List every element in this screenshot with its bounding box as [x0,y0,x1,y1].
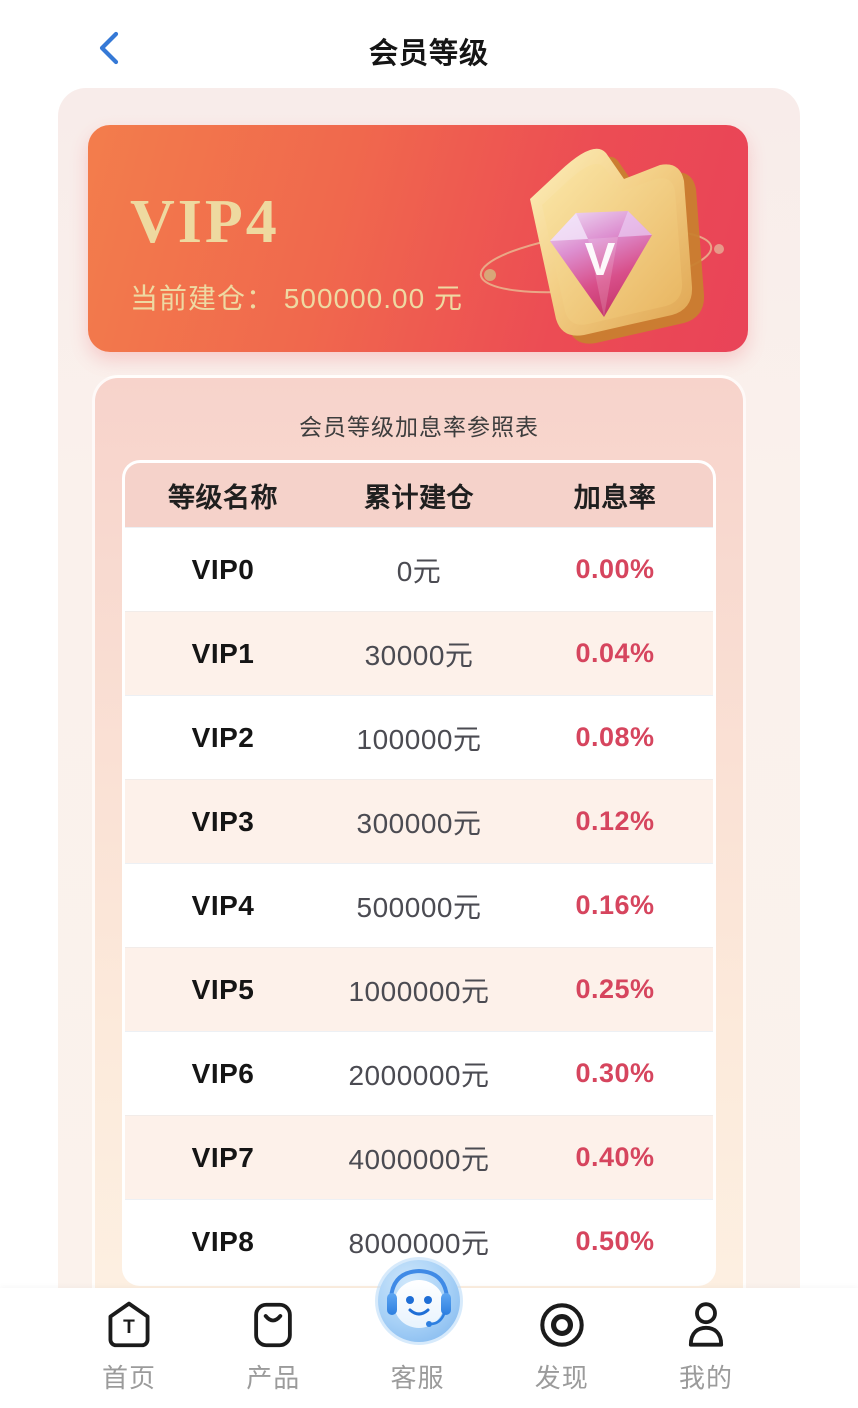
profile-icon [679,1298,733,1352]
content-panel: VIP4 当前建仓： 500000.00 元 [58,88,800,1408]
cell-level: VIP7 [191,1141,255,1173]
cell-rate: 0.00% [575,554,655,584]
page-title: 会员等级 [368,38,489,70]
svg-text:T: T [123,1317,135,1338]
rate-table-header: 等级名称 累计建仓 加息率 [125,463,713,527]
current-position-value: 500000.00 [283,283,426,314]
cell-level: VIP6 [191,1057,255,1089]
tab-products[interactable]: 产品 [218,1298,328,1395]
cell-rate: 0.04% [575,638,655,668]
cell-level: VIP5 [191,973,255,1005]
tab-products-label: 产品 [246,1363,301,1393]
table-row: VIP1 30000元 0.04% [125,611,713,695]
cell-rate: 0.30% [575,1058,655,1088]
cell-rate: 0.12% [575,806,655,836]
cell-rate: 0.50% [575,1226,655,1256]
rate-table-card: 会员等级加息率参照表 等级名称 累计建仓 加息率 VIP0 0元 0.00% VIP1… [92,375,746,1320]
app-bar: 会员等级 [0,0,858,88]
tab-customer-service-label: 客服 [390,1363,445,1393]
cell-level: VIP8 [191,1225,255,1257]
cell-amount: 2000000元 [348,1059,490,1091]
rate-table: 等级名称 累计建仓 加息率 VIP0 0元 0.00% VIP1 30000元 0.04%… [122,460,716,1286]
tab-discover[interactable]: 发现 [507,1298,617,1395]
cell-rate: 0.40% [575,1142,655,1172]
cell-amount: 300000元 [356,807,482,839]
table-row: VIP0 0元 0.00% [125,527,713,611]
rate-table-title: 会员等级加息率参照表 [299,414,539,440]
cell-rate: 0.16% [575,890,655,920]
chevron-left-icon [99,31,119,65]
tab-home[interactable]: T 首页 [74,1298,184,1395]
cell-amount: 0元 [396,555,442,587]
vip-diamond-crown-badge-icon: V [476,139,726,344]
vip-level: VIP4 [130,188,280,256]
cell-level: VIP0 [191,553,255,585]
cell-amount: 30000元 [364,639,474,671]
tab-profile[interactable]: 我的 [651,1298,761,1395]
cell-level: VIP1 [191,637,255,669]
cell-amount: 500000元 [356,891,482,923]
table-row: VIP7 4000000元 0.40% [125,1115,713,1199]
tab-profile-label: 我的 [678,1363,733,1393]
table-row: VIP4 500000元 0.16% [125,863,713,947]
table-row: VIP6 2000000元 0.30% [125,1031,713,1115]
current-position-unit: 元 [433,283,463,314]
cell-rate: 0.25% [575,974,655,1004]
bottom-tab-bar: T 首页 产品 客服 发 [0,1257,858,1408]
cell-amount: 1000000元 [348,975,490,1007]
back-button[interactable] [92,28,128,68]
cell-amount: 4000000元 [348,1143,490,1175]
svg-text:V: V [585,233,616,285]
discover-icon [535,1298,589,1352]
column-header-level: 等级名称 [168,482,278,513]
cell-amount: 8000000元 [348,1227,490,1259]
customer-service-mascot-icon[interactable] [374,1256,464,1346]
cell-level: VIP2 [191,721,255,753]
cell-level: VIP4 [191,889,255,921]
table-rows: VIP0 0元 0.00% VIP1 30000元 0.04% VIP2 100000元 0.0… [125,527,713,1283]
cell-rate: 0.08% [575,722,655,752]
table-row: VIP5 1000000元 0.25% [125,947,713,1031]
vip-card: VIP4 当前建仓： 500000.00 元 [88,125,748,352]
column-header-amount: 累计建仓 [364,482,474,513]
cell-level: VIP3 [191,805,255,837]
tab-discover-label: 发现 [534,1363,589,1393]
products-icon [246,1298,300,1352]
table-row: VIP2 100000元 0.08% [125,695,713,779]
current-position: 当前建仓： 500000.00 元 [130,277,463,317]
current-position-label: 当前建仓： [130,283,276,314]
tab-home-label: 首页 [101,1363,156,1393]
table-row: VIP3 300000元 0.12% [125,779,713,863]
cell-amount: 100000元 [356,723,482,755]
column-header-rate: 加息率 [573,482,657,513]
home-icon: T [102,1298,156,1352]
tab-customer-service[interactable]: 客服 [363,1298,473,1395]
